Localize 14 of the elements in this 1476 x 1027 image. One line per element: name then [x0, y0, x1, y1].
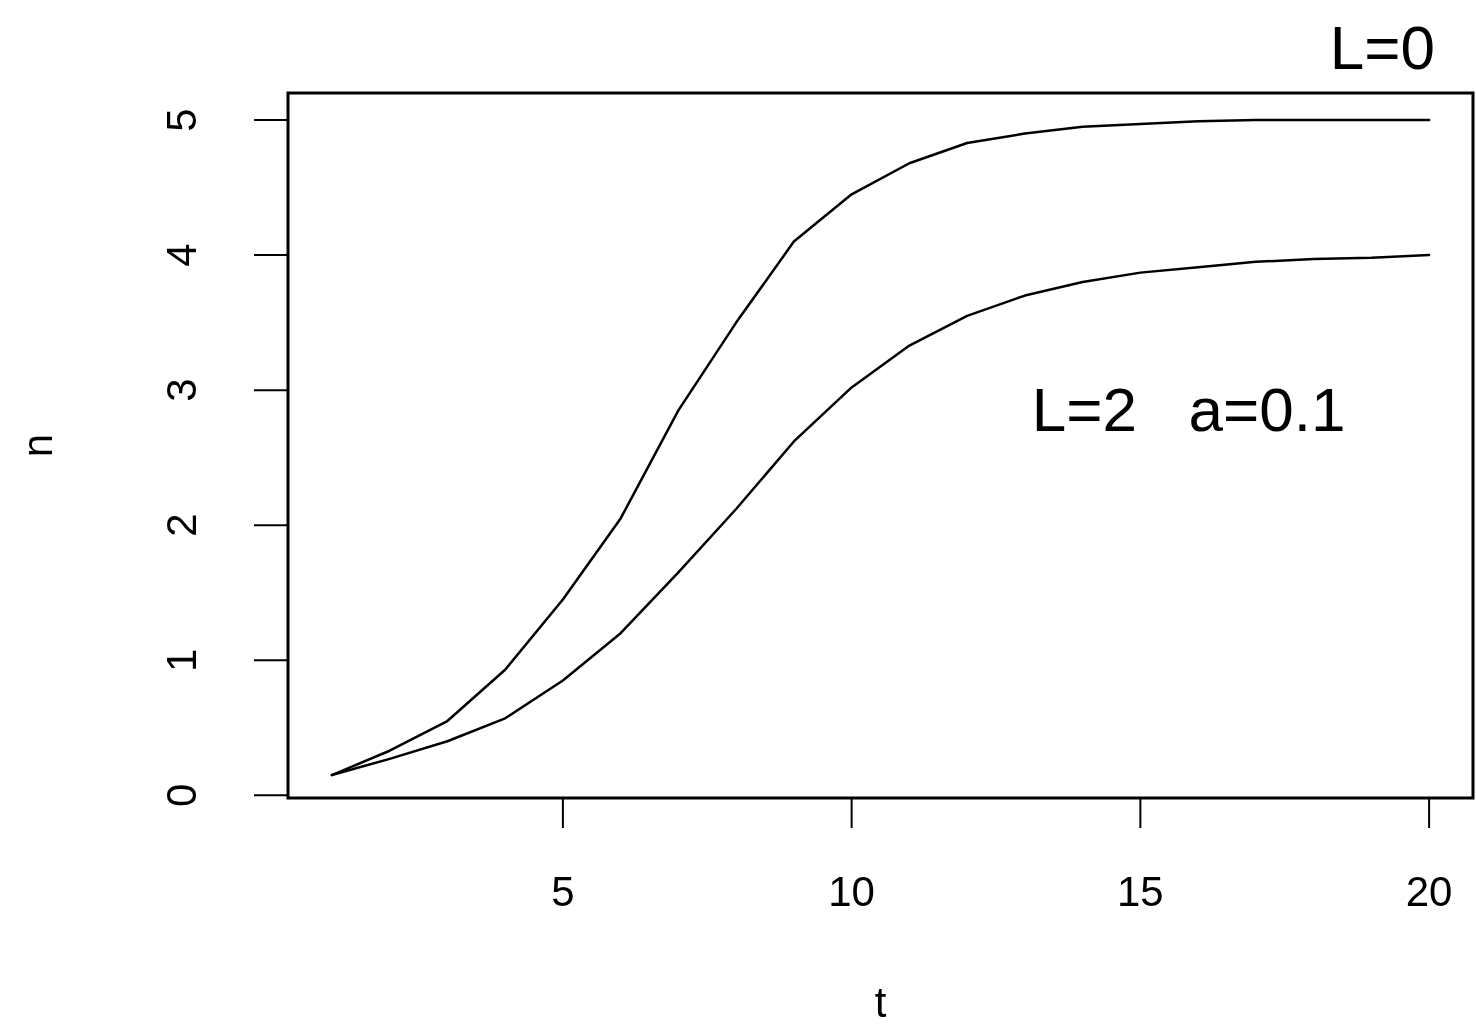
x-tick-label: 20 — [1405, 868, 1453, 915]
y-tick-label: 1 — [158, 648, 205, 672]
x-tick-label: 10 — [828, 868, 875, 915]
y-tick-label: 5 — [158, 108, 205, 132]
y-tick-label: 0 — [158, 783, 205, 807]
y-tick-label: 2 — [158, 513, 205, 537]
y-tick-label: 4 — [158, 243, 205, 267]
series-label: L=2 a=0.1 — [1031, 375, 1346, 445]
y-axis-title: n — [14, 433, 61, 458]
x-tick-label: 15 — [1117, 868, 1164, 915]
x-tick-label: 5 — [551, 868, 575, 915]
y-tick-label: 3 — [158, 378, 205, 402]
x-axis-title: t — [874, 979, 887, 1026]
series-label: L=0 — [1329, 13, 1435, 82]
